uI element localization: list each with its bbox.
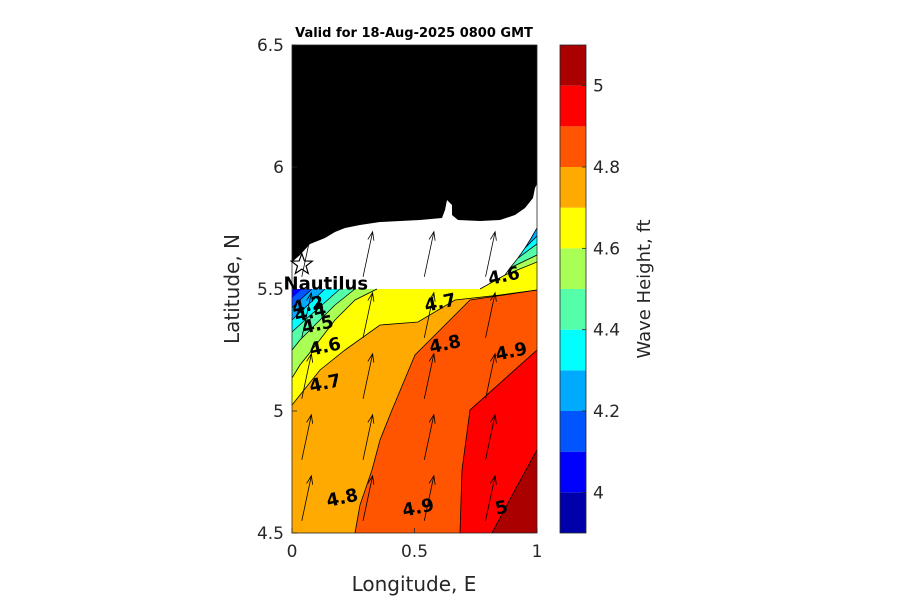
x-axis-label: Longitude, E [352,572,477,596]
x-tick-label: 1 [532,542,543,562]
band-north-lightblue [518,236,537,258]
band-4.1 [292,289,312,308]
band-north-cyan [510,244,537,268]
colorbar-bin [560,289,586,330]
y-tick-label: 4.5 [257,524,284,544]
sea-mask [292,184,537,289]
colorbar-bin [560,329,586,371]
star-icon [289,251,314,275]
y-tick-label: 5.5 [257,280,284,300]
colorbar-tick-label: 4.8 [593,158,620,178]
wave-arrow [423,291,436,338]
wave-arrow [485,474,497,521]
colorbar-bin [560,126,586,167]
contour-label: 5 [493,497,510,520]
band-north-green [505,255,537,275]
colorbar-bin [560,492,586,533]
band-north-yellow [480,262,537,289]
colorbar-tick-label: 4.4 [593,321,620,341]
colorbar-bin [560,411,586,452]
wave-arrow [362,230,375,277]
wave-arrow [362,413,375,460]
wave-arrow [485,352,497,399]
colorbar-tick-label: 5 [593,77,604,97]
wave-arrow [301,474,314,521]
band-4.7 [292,289,537,533]
wave-arrow [485,291,497,338]
wave-arrow [423,474,436,521]
wave-arrow [485,230,497,277]
chart-title: Valid for 18-Aug-2025 0800 GMT [295,26,533,41]
colorbar-bin [560,370,586,411]
colorbar-tick-label: 4.6 [593,239,620,259]
colorbar-bin [560,85,586,127]
wave-arrow [423,413,436,460]
colorbar-bin [560,248,586,289]
x-tick-label: 0 [287,542,298,562]
colorbar-tick-label: 4.2 [593,402,620,422]
wave-arrow [301,413,314,460]
y-axis-label: Latitude, N [220,234,244,344]
colorbar-bin [560,45,586,86]
y-tick-label: 6.5 [257,36,284,56]
wave-arrow [423,230,436,277]
y-tick-label: 5 [273,402,284,422]
wave-arrow [423,352,436,399]
station-label: Nautilus [284,274,369,295]
colorbar-frame [559,44,587,534]
plot-area [292,45,537,533]
wave-arrow [362,474,375,521]
x-tick-label: 0.5 [401,542,428,562]
wave-arrow [362,352,375,399]
colorbar-bin [560,167,586,208]
y-tick-label: 6 [273,158,284,178]
band-4.0 [292,289,302,298]
band-4.6 [292,289,537,405]
colorbar-label: Wave Height, ft [634,219,655,358]
contour-lines [292,227,537,533]
wave-direction-arrows [301,230,497,521]
colorbar-bin [560,207,586,249]
x-axis-ticks: 0 0.5 1 [287,528,543,562]
wave-arrow [362,291,375,338]
colorbar-tick-label: 4 [593,483,604,503]
colorbar: 4 4.2 4.4 4.6 4.8 5 [559,44,620,534]
colorbar-bin [560,451,586,493]
y-axis-ticks: 4.5 5 5.5 6 6.5 [257,36,297,544]
wave-arrow [485,413,497,460]
wave-arrow [301,352,314,399]
wave-arrow [301,291,314,338]
station-marker: Nautilus [284,251,369,295]
wave-arrow [301,230,314,277]
